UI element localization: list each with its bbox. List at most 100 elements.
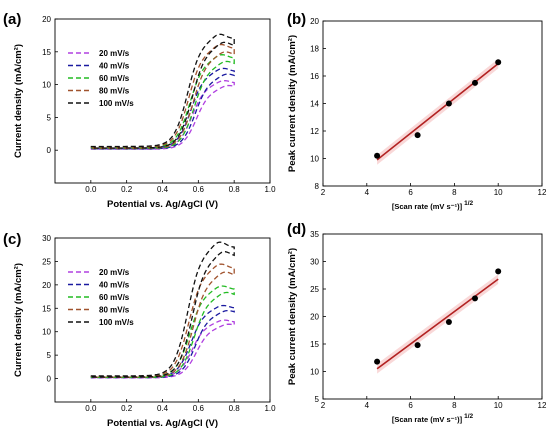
series-line-5 — [90, 33, 235, 149]
y-tick-label: 8 — [315, 182, 320, 191]
series-line-4 — [90, 43, 235, 149]
fit-line — [376, 278, 499, 370]
x-axis-label-main: [Scan rate (mV s⁻¹)] — [392, 415, 463, 424]
x-tick-label: 0.6 — [193, 404, 205, 413]
x-tick-label: 1.0 — [264, 185, 276, 194]
data-point-5 — [495, 59, 502, 66]
y-tick-label: 20 — [310, 17, 319, 26]
y-tick-label: 10 — [310, 368, 319, 377]
x-tick-label: 1.0 — [264, 404, 276, 413]
x-tick-label: 2 — [321, 401, 326, 410]
y-tick-label: 25 — [310, 285, 319, 294]
y-tick-label: 10 — [310, 155, 319, 164]
x-tick-label: 12 — [538, 188, 547, 197]
y-axis-label: Current density (mA/cm²) — [13, 44, 24, 158]
x-tick-label: 6 — [408, 188, 413, 197]
y-tick-label: 30 — [310, 258, 319, 267]
x-tick-label: 6 — [408, 401, 413, 410]
legend-label-1: 20 mV/s — [99, 49, 130, 58]
y-tick-label: 20 — [42, 281, 51, 290]
y-tick-label: 18 — [310, 45, 319, 54]
panel-label: (c) — [3, 231, 21, 248]
x-tick-label: 4 — [365, 401, 370, 410]
x-tick-label: 0.6 — [193, 185, 205, 194]
data-point-1 — [374, 358, 381, 365]
fit-line — [376, 62, 499, 161]
x-axis-label-exponent: 1/2 — [464, 200, 473, 207]
plot-area — [374, 58, 502, 165]
y-tick-label: 30 — [42, 234, 51, 243]
legend-label-3: 60 mV/s — [99, 74, 130, 83]
y-axis-label: Current density (mA/cm²) — [13, 263, 24, 377]
panel-label: (d) — [287, 221, 306, 238]
x-tick-label: 2 — [321, 188, 326, 197]
x-axis-label: Potential vs. Ag/AgCl (V) — [107, 418, 218, 429]
y-tick-label: 0 — [47, 375, 52, 384]
data-point-1 — [374, 152, 381, 159]
chart-panel-3: (c) 20 mV/s 40 mV/s 60 mV/s 80 mV/s 100 mV/s 0… — [3, 231, 276, 429]
x-tick-label: 0.2 — [121, 404, 133, 413]
chart-panel-1: (a) 20 mV/s 40 mV/s 60 mV/s 80 mV/s 100 mV/s 0… — [3, 11, 276, 210]
y-tick-label: 20 — [310, 313, 319, 322]
data-point-2 — [414, 132, 421, 139]
plot-area — [374, 268, 502, 374]
x-axis-label: [Scan rate (mV s⁻¹)] 1/2 — [392, 413, 474, 424]
data-point-3 — [445, 319, 452, 325]
plot-area: 20 mV/s 40 mV/s 60 mV/s 80 mV/s 100 mV/s — [68, 241, 235, 379]
panel-label: (b) — [287, 11, 306, 28]
y-tick-label: 35 — [310, 230, 319, 239]
data-point-4 — [471, 79, 478, 86]
legend-label-4: 80 mV/s — [99, 306, 130, 315]
legend-label-3: 60 mV/s — [99, 293, 130, 302]
y-tick-label: 15 — [310, 340, 319, 349]
x-axis-label: Potential vs. Ag/AgCl (V) — [107, 199, 218, 210]
x-tick-label: 0.2 — [121, 185, 133, 194]
series-line-2 — [90, 304, 235, 379]
legend-label-1: 20 mV/s — [99, 268, 130, 277]
y-tick-label: 10 — [42, 328, 51, 337]
series-line-5 — [90, 241, 235, 378]
chart-panel-4: (d) 2 4 6 8 10 12 5 10 15 20 25 30 35 [Scan rate (mV s… — [287, 221, 547, 424]
x-tick-label: 12 — [538, 401, 547, 410]
y-tick-label: 12 — [310, 127, 319, 136]
x-tick-label: 0.4 — [157, 185, 169, 194]
y-tick-label: 10 — [42, 81, 51, 90]
legend-label-5: 100 mV/s — [99, 318, 134, 327]
data-point-4 — [471, 295, 478, 302]
data-point-5 — [495, 268, 502, 275]
chart-panel-2: (b) 2 4 6 8 10 12 8 10 12 14 16 18 20 [Scan rate (mV s… — [287, 11, 547, 211]
x-tick-label: 0.8 — [229, 404, 241, 413]
y-tick-label: 16 — [310, 72, 319, 81]
plot-area: 20 mV/s 40 mV/s 60 mV/s 80 mV/s 100 mV/s — [68, 33, 235, 150]
x-tick-label: 10 — [494, 401, 503, 410]
y-tick-label: 20 — [42, 15, 51, 24]
x-tick-label: 8 — [452, 188, 457, 197]
x-axis-label-main: [Scan rate (mV s⁻¹)] — [392, 202, 463, 211]
x-tick-label: 0.4 — [157, 404, 169, 413]
y-axis-label: Peak current density (mA/cm²) — [287, 248, 298, 385]
y-tick-label: 5 — [47, 113, 52, 122]
panel-label: (a) — [3, 11, 21, 28]
x-axis-label: [Scan rate (mV s⁻¹)] 1/2 — [392, 200, 474, 211]
y-tick-label: 0 — [47, 146, 52, 155]
y-tick-label: 14 — [310, 100, 319, 109]
x-tick-label: 0.0 — [85, 185, 97, 194]
x-tick-label: 0.8 — [229, 185, 241, 194]
y-tick-label: 5 — [47, 351, 52, 360]
data-point-2 — [414, 342, 421, 349]
x-tick-label: 10 — [494, 188, 503, 197]
y-axis-label: Peak current density (mA/cm²) — [287, 35, 298, 172]
plot-frame — [54, 18, 271, 184]
legend-label-4: 80 mV/s — [99, 87, 130, 96]
y-tick-label: 15 — [42, 304, 51, 313]
plot-frame — [322, 233, 543, 400]
y-tick-label: 25 — [42, 257, 51, 266]
x-tick-label: 8 — [452, 401, 457, 410]
y-tick-label: 5 — [315, 395, 320, 404]
series-line-1 — [90, 319, 235, 379]
legend-label-2: 40 mV/s — [99, 281, 130, 290]
plot-frame — [322, 20, 543, 187]
legend-label-5: 100 mV/s — [99, 99, 134, 108]
legend-label-2: 40 mV/s — [99, 62, 130, 71]
